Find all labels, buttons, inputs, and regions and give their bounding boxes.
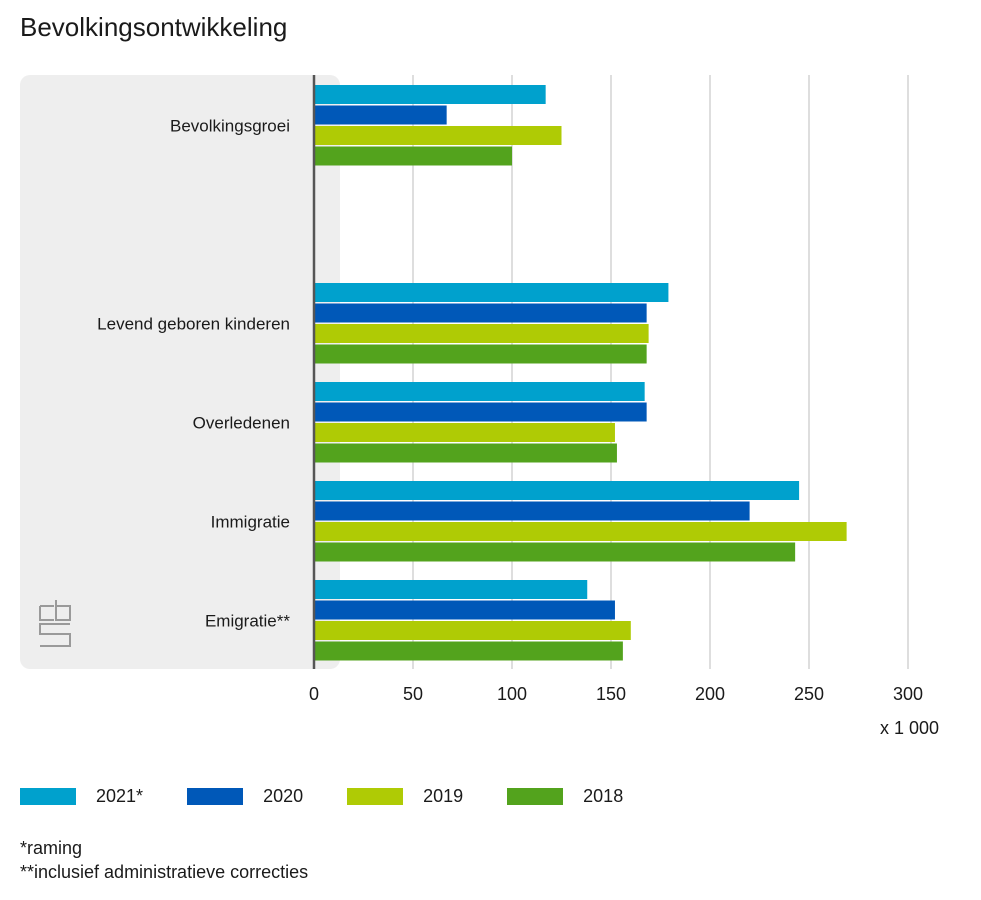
- bar: [315, 85, 546, 104]
- category-label: Levend geboren kinderen: [97, 314, 290, 333]
- bar: [315, 324, 649, 343]
- bar: [315, 641, 623, 661]
- bar: [315, 600, 615, 620]
- legend-item: 2018: [507, 786, 623, 807]
- x-tick-label: 300: [893, 684, 923, 704]
- grid-lines: [412, 75, 909, 669]
- bar: [315, 303, 647, 323]
- x-tick-label: 0: [309, 684, 319, 704]
- x-tick-label: 150: [596, 684, 626, 704]
- bar: [315, 522, 847, 541]
- bar: [315, 423, 615, 442]
- unit-label: x 1 000: [880, 718, 939, 738]
- x-tick-label: 50: [403, 684, 423, 704]
- category-labels: Bevolkingsgroei Levend geboren kinderen Ov…: [97, 116, 290, 630]
- cbs-logo: [39, 600, 71, 647]
- bar: [315, 501, 750, 521]
- category-label: Bevolkingsgroei: [170, 116, 290, 135]
- bar: [315, 105, 447, 125]
- bar: [315, 443, 617, 463]
- legend-swatch: [20, 788, 76, 805]
- legend-label: 2020: [263, 786, 304, 806]
- x-tick-label: 250: [794, 684, 824, 704]
- legend-swatch: [187, 788, 244, 805]
- legend: 2021* 2020 2019 2018: [20, 786, 667, 807]
- legend-swatch: [507, 788, 564, 805]
- legend-label: 2018: [583, 786, 624, 806]
- legend-label: 2019: [423, 786, 464, 806]
- footnotes: *raming **inclusief administratieve corr…: [20, 836, 308, 884]
- category-label: Immigratie: [211, 512, 290, 531]
- bar: [315, 580, 588, 599]
- bar: [315, 402, 647, 422]
- bar: [315, 382, 645, 401]
- legend-swatch: [347, 788, 404, 805]
- x-tick-labels: 0 50 100 150 200 250 300: [309, 684, 923, 704]
- chart-title: Bevolkingsontwikkeling: [20, 12, 288, 42]
- category-label: Emigratie**: [205, 611, 290, 630]
- bars: [315, 85, 847, 661]
- category-label: Overledenen: [193, 413, 290, 432]
- bar: [315, 481, 800, 500]
- bar: [315, 126, 562, 145]
- legend-label: 2021*: [96, 786, 144, 806]
- bar: [315, 542, 796, 562]
- x-tick-label: 200: [695, 684, 725, 704]
- category-panel: [20, 75, 340, 669]
- bar: [315, 283, 669, 302]
- legend-item: 2019: [347, 786, 463, 807]
- footnote-raming: *raming: [20, 838, 83, 858]
- bar: [315, 344, 647, 364]
- bar: [315, 621, 631, 640]
- bar-chart: Bevolkingsgroei Levend geboren kinderen Ov…: [20, 75, 939, 738]
- footnote-corrections: **inclusief administratieve correcties: [20, 862, 309, 882]
- legend-item: 2020: [187, 786, 303, 807]
- bar: [315, 146, 512, 166]
- legend-item: 2021*: [20, 786, 143, 807]
- x-tick-label: 100: [497, 684, 527, 704]
